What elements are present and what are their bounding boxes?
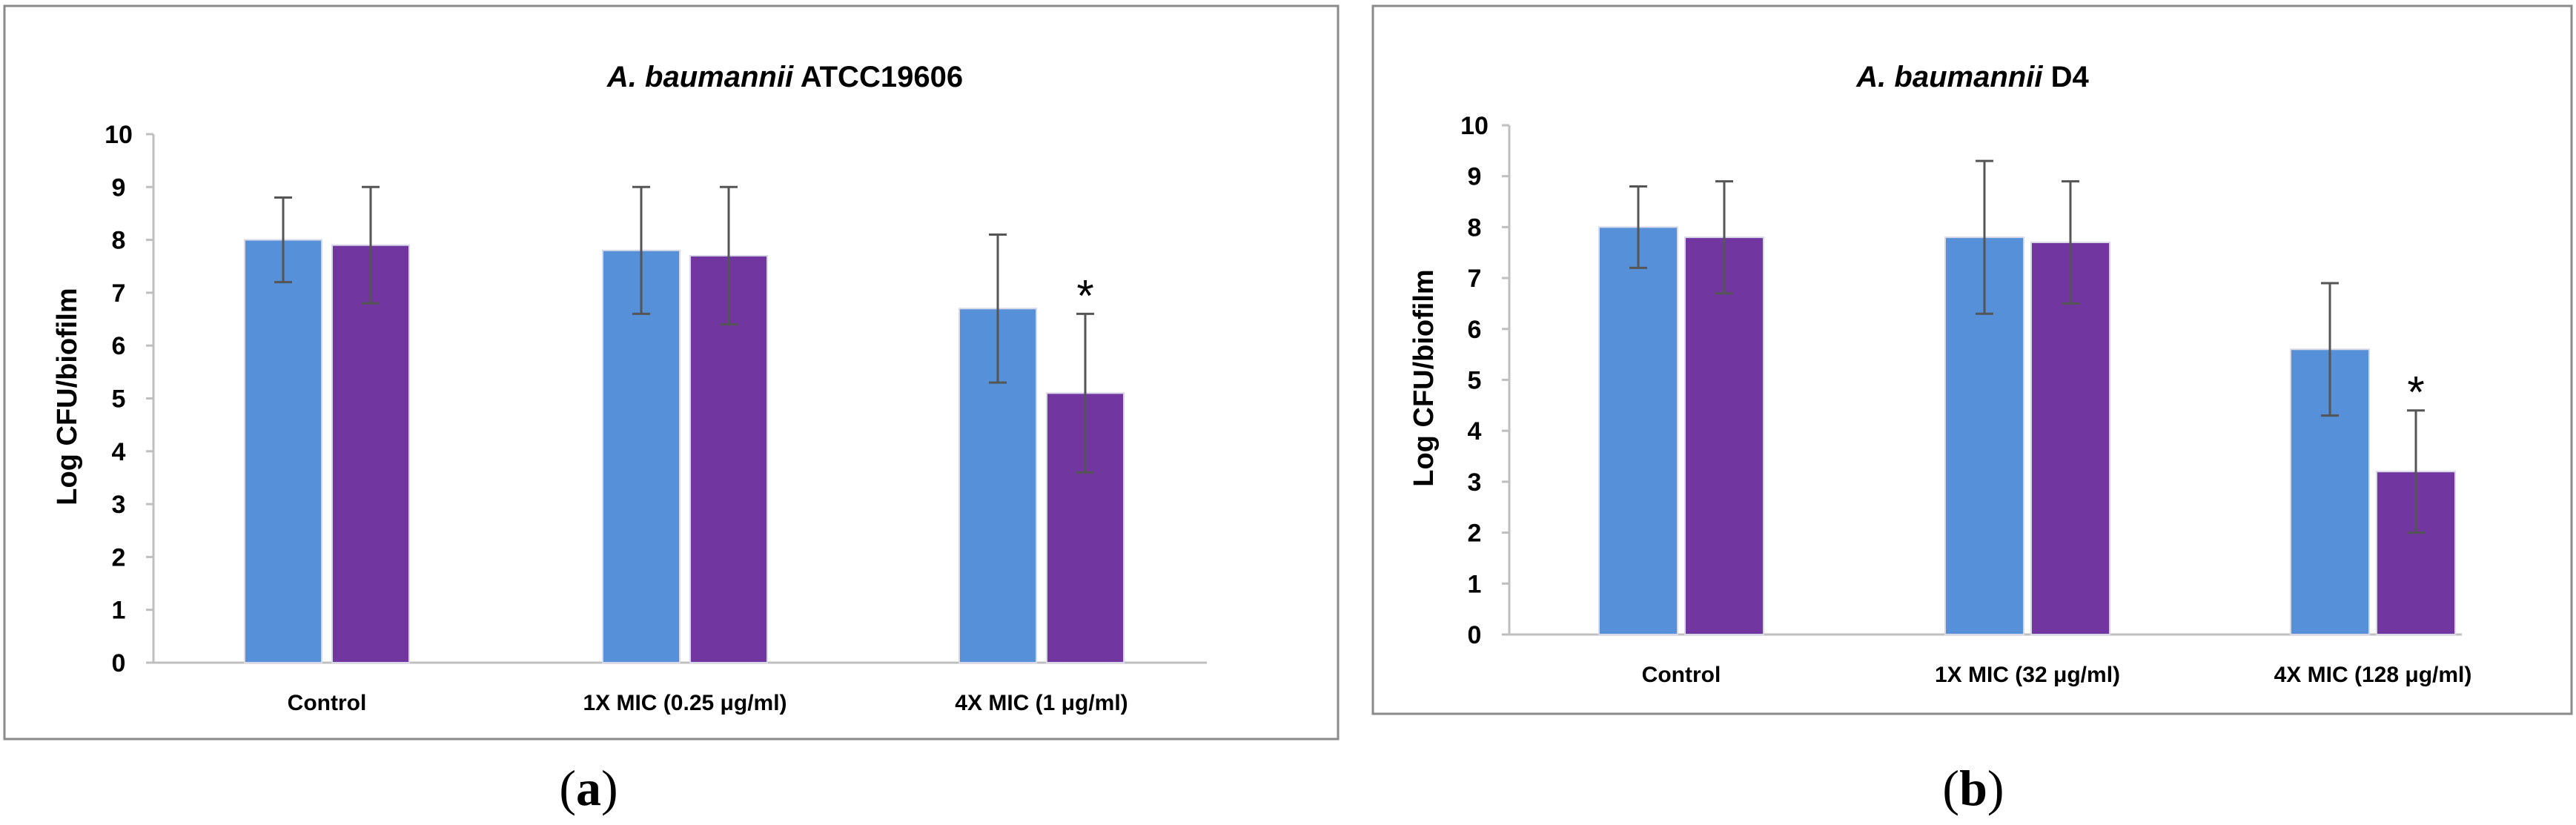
y-tick-label: 5 [1468,367,1482,395]
chart-panel-a: A. baumannii ATCC19606 0 1 2 3 4 5 6 7 8 9 10 Contr… [3,4,1340,816]
significance-marker: * [2407,368,2424,417]
x-category-label: 4X MIC (128 μg/ml) [2274,663,2472,687]
y-tick-label: 3 [112,491,126,519]
y-tick-label: 7 [1468,265,1482,293]
y-tick-label: 1 [112,597,126,625]
bar-series-2 [331,244,410,664]
panel-label-b: (b) [1942,760,2004,816]
x-category-label: Control [288,691,367,715]
chart-title-a: A. baumannii ATCC19606 [606,61,963,93]
y-tick-label: 10 [105,121,133,149]
chart-title-rest-b: D4 [2051,61,2090,93]
panel-label-a: (a) [559,760,617,816]
y-tick-label: 7 [112,279,126,308]
chart-panel-b: A. baumannii D4 0 1 2 3 4 5 6 7 8 9 10 Control 1X MI… [1371,4,2573,816]
significance-marker: * [1076,271,1093,320]
y-axis-title-b: Log CFU/biofilm [1408,269,1440,486]
bar-series-1 [244,239,322,664]
bar-series-2 [1684,236,1764,635]
y-tick-label: 2 [112,543,126,571]
y-tick-label: 9 [1468,163,1482,191]
y-tick-label: 4 [1468,417,1482,445]
bar-series-1 [1598,226,1678,635]
y-tick-label: 0 [112,649,126,677]
axis-group-a: 0 1 2 3 4 5 6 7 8 9 10 Control 1X MIC (0.25 μg/ml) 4X… [105,121,1207,715]
y-tick-label: 8 [112,227,126,255]
bars-group-a: * [244,185,1125,664]
y-tick-label: 6 [1468,316,1482,344]
x-category-label: Control [1642,663,1721,687]
y-tick-label: 1 [1468,570,1482,598]
y-tick-label: 8 [1468,213,1482,242]
chart-title-rest-a: ATCC19606 [801,61,963,93]
y-tick-label: 3 [1468,468,1482,497]
x-category-label: 1X MIC (0.25 μg/ml) [583,691,787,715]
y-axis-title-a: Log CFU/biofilm [52,288,83,505]
chart-title-italic-b: A. baumannii [1855,61,2043,93]
y-tick-label: 0 [1468,621,1482,649]
y-tick-label: 9 [112,173,126,202]
y-tick-label: 2 [1468,520,1482,548]
y-tick-label: 6 [112,332,126,360]
y-tick-label: 4 [112,438,126,466]
bar-series-1 [602,249,681,663]
x-category-label: 1X MIC (32 μg/ml) [1935,663,2120,687]
chart-title-b: A. baumannii D4 [1855,61,2089,93]
chart-title-italic-a: A. baumannii [606,61,794,93]
x-category-label: 4X MIC (1 μg/ml) [955,691,1128,715]
y-tick-label: 5 [112,385,126,414]
y-tick-label: 10 [1460,112,1489,140]
bars-group-b: * [1598,159,2456,635]
